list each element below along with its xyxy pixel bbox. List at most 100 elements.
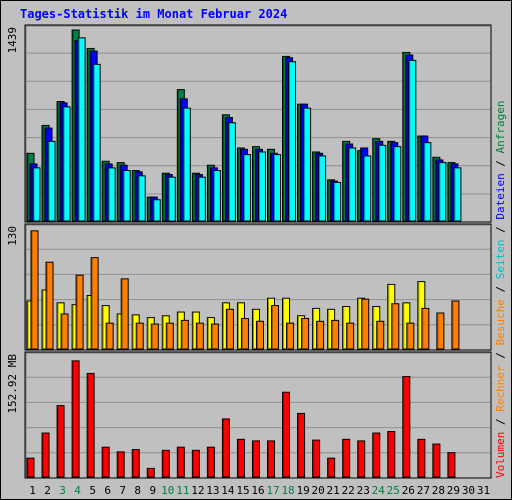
bar-volume-volumen-day-11	[176, 446, 185, 478]
bar-hits-seiten-day-10	[167, 176, 176, 222]
bar-hits-seiten-day-22	[348, 147, 357, 222]
bar-visits-rechner-day-16	[255, 320, 264, 350]
bar-visits-rechner-day-25	[391, 303, 400, 350]
x-tick-label-28: 28	[432, 484, 445, 497]
bar-volume-volumen-day-28	[432, 443, 441, 478]
max-label-volume: 152.92 MB	[6, 354, 19, 414]
x-tick-label-11: 11	[176, 484, 189, 497]
bar-visits-rechner-day-14	[225, 308, 234, 350]
x-tick-label-26: 26	[402, 484, 415, 497]
bar-visits-rechner-day-10	[165, 322, 174, 350]
bar-hits-seiten-day-9	[152, 199, 161, 222]
max-label-hits: 1439	[6, 27, 19, 54]
bar-volume-volumen-day-27	[417, 438, 426, 478]
bar-hits-seiten-day-7	[122, 170, 131, 222]
bar-volume-volumen-day-10	[161, 449, 170, 478]
bar-hits-seiten-day-25	[393, 146, 402, 222]
bar-volume-volumen-day-23	[357, 440, 366, 478]
bar-visits-rechner-day-4	[75, 274, 84, 350]
x-tick-label-31: 31	[477, 484, 490, 497]
chart-title: Tages-Statistik im Monat Februar 2024	[20, 7, 288, 21]
bar-volume-volumen-day-17	[267, 440, 276, 478]
bar-volume-volumen-day-25	[387, 430, 396, 478]
bar-visits-rechner-day-5	[90, 257, 99, 350]
bar-volume-volumen-day-2	[41, 432, 50, 478]
bar-visits-rechner-day-3	[60, 313, 69, 350]
bar-hits-seiten-day-11	[182, 107, 191, 222]
bar-hits-seiten-day-1	[32, 167, 41, 222]
bar-volume-volumen-day-4	[71, 360, 80, 478]
x-tick-label-25: 25	[387, 484, 400, 497]
bar-visits-rechner-day-6	[105, 322, 114, 350]
x-tick-label-2: 2	[44, 484, 51, 497]
x-tick-label-29: 29	[447, 484, 460, 497]
bar-visits-rechner-day-20	[316, 320, 325, 350]
x-tick-label-7: 7	[119, 484, 126, 497]
bar-volume-volumen-day-21	[327, 457, 336, 478]
x-tick-label-21: 21	[327, 484, 340, 497]
x-tick-label-20: 20	[312, 484, 325, 497]
bar-hits-seiten-day-2	[47, 140, 56, 222]
bar-volume-volumen-day-7	[116, 451, 125, 478]
x-tick-label-10: 10	[161, 484, 174, 497]
x-tick-label-17: 17	[266, 484, 279, 497]
bar-hits-seiten-day-24	[378, 144, 387, 222]
x-tick-label-27: 27	[417, 484, 430, 497]
legend-vertical: Volumen / Rechner / Besuche / Seiten / D…	[494, 100, 507, 478]
x-tick-label-30: 30	[462, 484, 475, 497]
bar-visits-rechner-day-19	[301, 318, 310, 350]
x-tick-label-22: 22	[342, 484, 355, 497]
bar-visits-rechner-day-17	[271, 305, 280, 350]
bar-visits-rechner-day-11	[180, 319, 189, 350]
bar-hits-seiten-day-29	[453, 167, 462, 222]
bar-visits-rechner-day-27	[421, 307, 430, 350]
bar-hits-seiten-day-21	[333, 182, 342, 222]
bar-volume-volumen-day-6	[101, 446, 110, 478]
legend-separator: /	[494, 153, 507, 173]
x-tick-label-13: 13	[206, 484, 219, 497]
bar-visits-rechner-day-18	[286, 322, 295, 350]
x-tick-label-3: 3	[59, 484, 66, 497]
bar-volume-volumen-day-19	[297, 412, 306, 478]
bar-volume-volumen-day-3	[56, 405, 65, 478]
bar-volume-volumen-day-16	[251, 440, 260, 478]
bar-volume-volumen-day-24	[372, 432, 381, 478]
legend-entry-besuche: Besuche	[494, 299, 507, 345]
bar-volume-volumen-day-22	[342, 438, 351, 478]
bar-visits-rechner-day-24	[376, 320, 385, 350]
x-tick-label-24: 24	[372, 484, 386, 497]
bar-visits-rechner-day-1	[30, 230, 39, 350]
bar-hits-seiten-day-17	[273, 154, 282, 222]
bar-hits-seiten-day-28	[438, 162, 447, 222]
legend-separator: /	[494, 279, 507, 299]
x-tick-label-6: 6	[104, 484, 111, 497]
bar-hits-seiten-day-5	[92, 63, 101, 222]
bar-volume-volumen-day-13	[206, 446, 215, 478]
bar-visits-rechner-day-13	[210, 323, 219, 350]
bar-hits-seiten-day-12	[197, 176, 206, 222]
bar-visits-rechner-day-28	[436, 312, 445, 350]
bar-visits-rechner-day-8	[135, 322, 144, 350]
legend-separator: /	[494, 346, 507, 366]
bar-volume-volumen-day-20	[312, 439, 321, 478]
x-tick-label-23: 23	[357, 484, 370, 497]
bar-hits-seiten-day-14	[227, 122, 236, 222]
max-label-visits: 130	[6, 226, 19, 246]
bar-visits-rechner-day-21	[331, 319, 340, 350]
legend-entry-dateien: Dateien	[494, 173, 507, 219]
x-tick-label-12: 12	[191, 484, 204, 497]
bar-volume-volumen-day-1	[26, 457, 35, 478]
bar-visits-rechner-day-2	[45, 261, 54, 350]
bar-visits-rechner-day-12	[195, 322, 204, 350]
legend-separator: /	[494, 412, 507, 432]
bar-volume-volumen-day-8	[131, 449, 140, 478]
legend-entry-anfragen: Anfragen	[494, 100, 507, 153]
x-tick-label-1: 1	[29, 484, 36, 497]
bar-hits-seiten-day-20	[318, 155, 327, 222]
x-tick-label-4: 4	[74, 484, 81, 497]
x-tick-label-9: 9	[149, 484, 156, 497]
bar-hits-seiten-day-3	[62, 106, 71, 222]
bar-visits-rechner-day-9	[150, 323, 159, 350]
bar-volume-volumen-day-12	[191, 449, 200, 478]
